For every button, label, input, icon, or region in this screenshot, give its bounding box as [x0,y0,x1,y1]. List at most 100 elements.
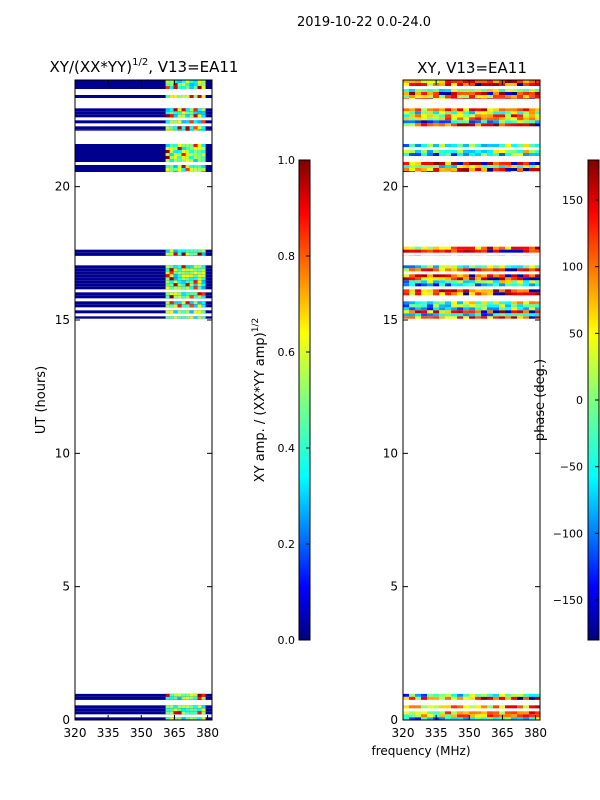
heatmap-cell [185,292,190,296]
heatmap-cell [517,111,523,115]
heatmap-cell [427,120,433,124]
heatmap-cell [517,249,523,253]
heatmap-cell [457,277,463,281]
heatmap-cell [469,153,475,156]
heatmap-cell [201,310,206,314]
heatmap-cell [169,274,174,278]
heatmap-cell [487,171,493,172]
heatmap-cell [433,292,439,296]
heatmap-cell [463,310,469,314]
heatmap-cell [463,316,469,319]
heatmap-cell [529,316,535,319]
heatmap-cell [439,714,445,718]
heatmap-cell [457,696,463,700]
heatmap-cell [427,249,433,253]
amplitude-heatmap [75,80,212,720]
heatmap-cell [181,171,186,172]
heatmap-cell [427,150,433,153]
heatmap-cell [445,246,451,250]
heatmap-cell [475,711,481,715]
heatmap-row [75,310,212,314]
x-tick-label: 320 [392,726,415,740]
phase-colorbar-ticks: −150 −100 −50 0 50 100 150 [553,194,599,607]
heatmap-cell [403,714,409,718]
heatmap-cell [421,168,427,171]
heatmap-cell [193,114,198,118]
heatmap-cell [445,307,451,311]
heatmap-cell [535,292,540,296]
heatmap-cell [451,316,457,319]
heatmap-cell [481,711,487,715]
heatmap-cell [185,86,190,89]
heatmap-cell [535,95,540,98]
heatmap-cell [445,289,451,293]
heatmap-cell [165,696,170,700]
heatmap-cell [481,249,487,253]
heatmap-cell [165,304,170,308]
heatmap-cell [481,144,487,147]
heatmap-cell [201,717,206,720]
heatmap-cell [439,168,445,171]
heatmap-cell [415,289,421,293]
heatmap-cell [421,111,427,115]
heatmap-cell [433,277,439,281]
heatmap-cell [439,289,445,293]
heatmap-cell [433,165,439,168]
heatmap-cell [165,120,170,124]
heatmap-cell [523,111,529,115]
heatmap-cell [445,714,451,718]
heatmap-cell [523,249,529,253]
heatmap-cell [499,120,505,124]
heatmap-cell [451,280,457,284]
heatmap-cell [469,89,475,92]
heatmap-cell [439,696,445,700]
heatmap-cell [201,86,206,89]
heatmap-cell [463,80,469,83]
heatmap-cell [201,126,206,130]
heatmap-cell [535,111,540,115]
heatmap-cell [177,120,182,124]
heatmap-cell [451,301,457,305]
heatmap-cell [523,171,529,172]
heatmap-cell [475,274,481,278]
heatmap-cell [505,310,511,314]
heatmap-cell [493,83,499,86]
heatmap-cell [189,126,194,130]
heatmap-cell [421,80,427,83]
heatmap-cell [499,265,505,269]
heatmap-cell [499,693,505,697]
heatmap-cell [177,168,182,171]
heatmap-cell [421,301,427,305]
heatmap-cell [433,111,439,115]
heatmap-cell [427,714,433,718]
heatmap-cell [177,705,182,709]
heatmap-cell [409,717,415,720]
heatmap-cell [415,117,421,121]
heatmap-cell [529,120,535,124]
heatmap-cell [475,717,481,720]
heatmap-cell [201,114,206,118]
heatmap-cell [475,268,481,272]
heatmap-cell [193,711,198,715]
heatmap-cell [517,307,523,311]
heatmap-cell [403,265,409,269]
heatmap-cell [445,301,451,305]
heatmap-cell [433,246,439,250]
heatmap-cell [523,714,529,718]
heatmap-cell [463,717,469,720]
heatmap-cell [173,114,178,118]
heatmap-cell [511,696,517,700]
heatmap-cell [177,310,182,314]
heatmap-cell [469,268,475,272]
heatmap-cell [193,310,198,314]
heatmap-cell [165,252,170,256]
heatmap-cell [197,165,202,168]
heatmap-cell [169,705,174,709]
heatmap-cell [193,111,198,115]
colorbar-tick-label: 0.0 [278,634,296,647]
heatmap-cell [445,316,451,319]
heatmap-cell [193,705,198,709]
heatmap-cell [165,86,170,89]
heatmap-cell [427,153,433,156]
heatmap-cell [451,717,457,720]
